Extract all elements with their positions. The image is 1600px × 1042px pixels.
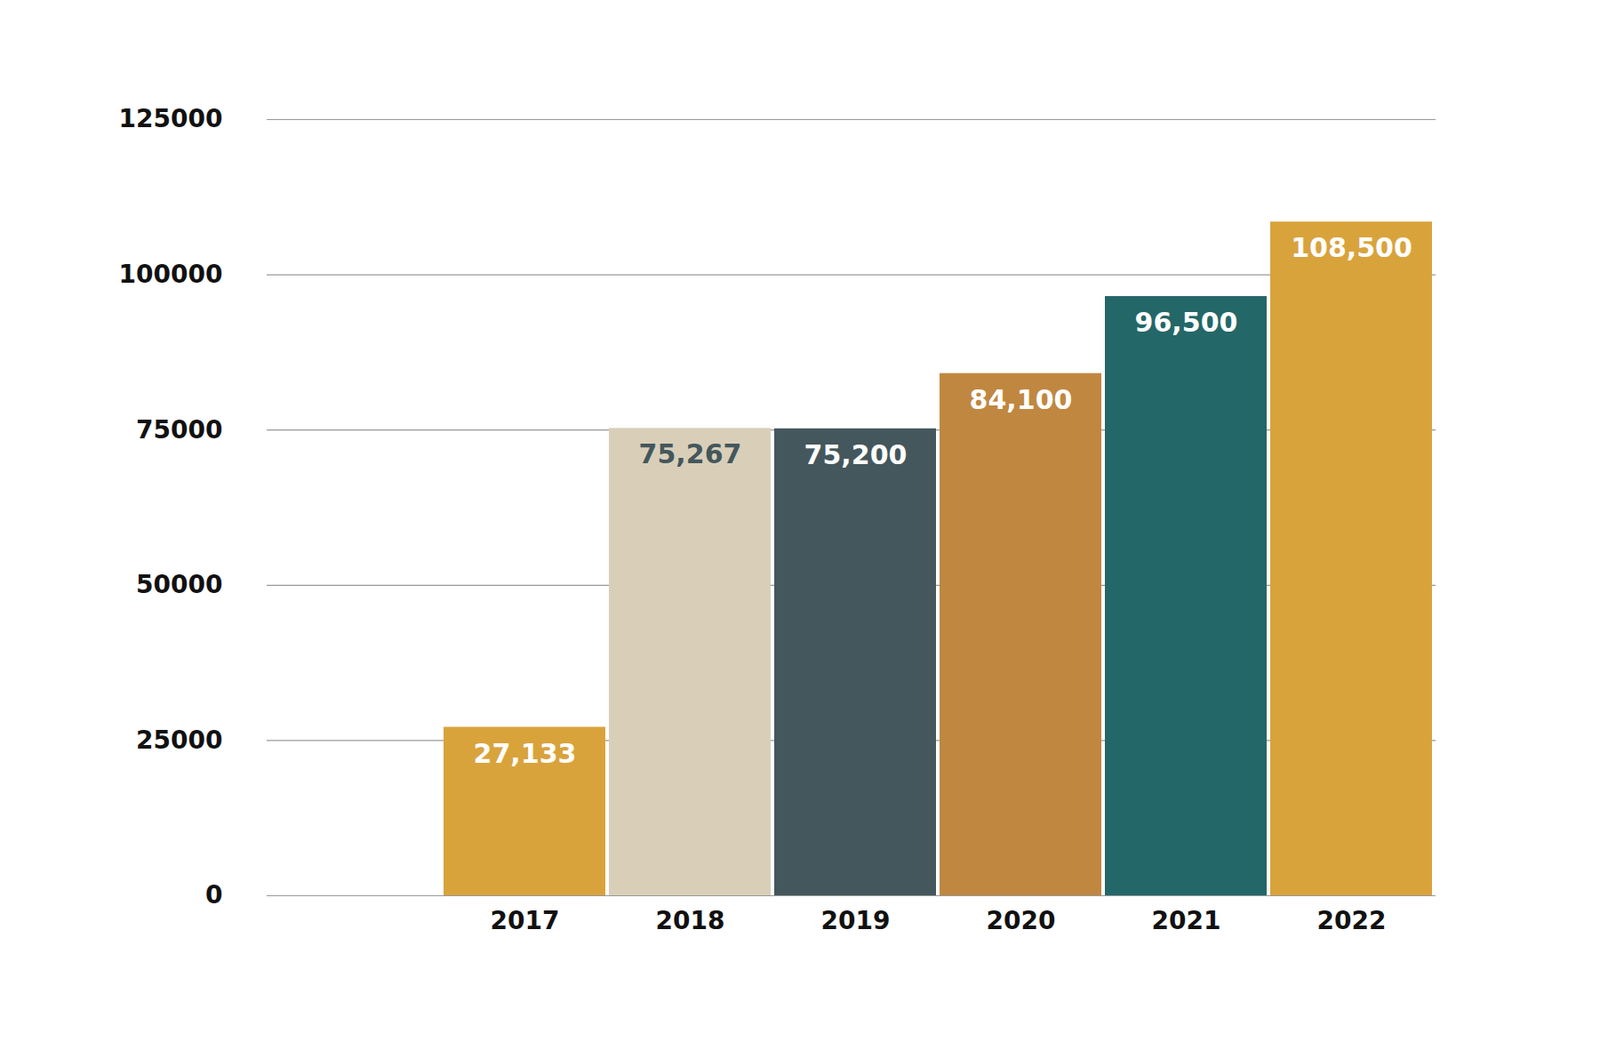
- svg-text:2022: 2022: [1317, 905, 1387, 936]
- svg-text:96,500: 96,500: [1135, 306, 1239, 338]
- svg-text:75,267: 75,267: [639, 438, 743, 470]
- svg-text:2021: 2021: [1152, 905, 1222, 936]
- svg-text:75000: 75000: [136, 415, 223, 445]
- svg-text:2018: 2018: [656, 905, 726, 936]
- svg-text:125000: 125000: [119, 104, 224, 134]
- svg-text:84,100: 84,100: [969, 384, 1073, 416]
- svg-text:108,500: 108,500: [1290, 232, 1413, 264]
- svg-text:50000: 50000: [136, 569, 223, 600]
- svg-text:100000: 100000: [119, 259, 224, 289]
- svg-text:2019: 2019: [821, 905, 891, 936]
- svg-text:2017: 2017: [490, 905, 560, 936]
- svg-text:2020: 2020: [986, 905, 1056, 936]
- svg-text:27,133: 27,133: [473, 737, 577, 769]
- svg-text:75,200: 75,200: [804, 439, 908, 471]
- svg-text:0: 0: [205, 880, 223, 910]
- svg-text:25000: 25000: [136, 725, 223, 755]
